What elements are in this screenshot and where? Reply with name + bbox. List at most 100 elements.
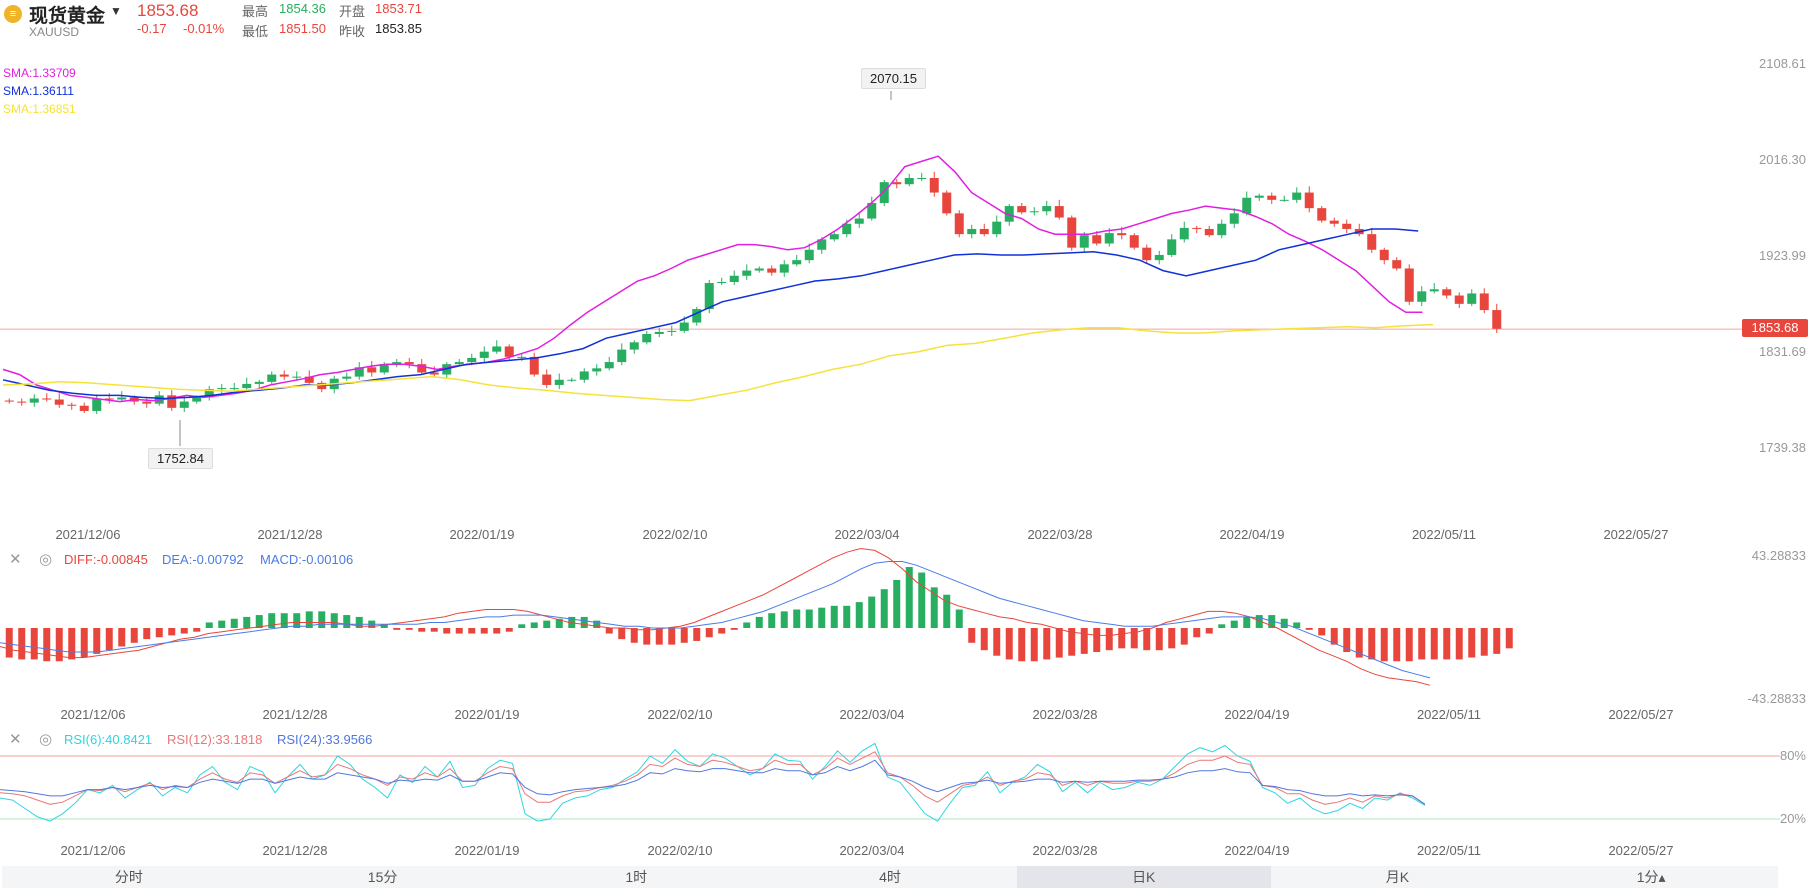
tab-4h[interactable]: 4时 <box>879 869 901 885</box>
macd-bar <box>1255 615 1263 628</box>
macd-bar <box>655 628 663 645</box>
sma-legend-3: SMA:1.36851 <box>3 102 76 116</box>
macd-bar <box>1143 628 1151 651</box>
macd-bar <box>1243 616 1251 628</box>
candle-body <box>804 249 814 261</box>
tab-1h[interactable]: 1时 <box>625 869 648 885</box>
macd-bar <box>1230 620 1238 628</box>
candle-body <box>717 281 727 284</box>
macd-bar <box>668 628 676 645</box>
candle-body <box>979 228 989 235</box>
low-label: 最低 <box>242 24 269 39</box>
x-tick-label: 2022/05/27 <box>1608 843 1673 858</box>
macd-bar <box>1093 628 1101 653</box>
candle-body <box>1492 310 1502 329</box>
candle-body <box>242 383 252 389</box>
candle-body <box>317 382 327 390</box>
candle-body <box>1442 289 1452 296</box>
instrument-title[interactable]: 现货黄金 <box>29 6 106 27</box>
rsi-line <box>0 759 1426 805</box>
candle-body <box>1217 223 1227 236</box>
candle-body <box>654 331 664 334</box>
macd-bar <box>1355 628 1363 658</box>
open-value: 1853.71 <box>375 1 422 16</box>
macd-bar <box>1180 628 1188 645</box>
candle-body <box>267 374 277 382</box>
macd-bar <box>155 628 163 638</box>
candle-body <box>217 388 227 390</box>
close-icon[interactable]: ✕ <box>9 731 22 748</box>
tab-time[interactable]: 分时 <box>114 869 143 885</box>
macd-bar <box>643 628 651 645</box>
x-tick-label: 2022/04/19 <box>1224 843 1289 858</box>
macd-bar <box>55 628 63 662</box>
candle-body <box>617 349 627 363</box>
macd-bar <box>1443 628 1451 660</box>
macd-dea-legend: DEA:-0.00792 <box>162 552 244 567</box>
macd-bar <box>955 609 963 628</box>
macd-bar <box>793 609 801 628</box>
candle-body <box>529 356 539 375</box>
macd-bar <box>1405 628 1413 662</box>
macd-bar <box>930 587 938 628</box>
tab-monthly[interactable]: 月K <box>1385 869 1410 885</box>
candle-body <box>579 371 589 380</box>
tab-15min[interactable]: 15分 <box>367 869 398 885</box>
candle-body <box>504 346 514 357</box>
macd-bar <box>1318 628 1326 636</box>
macd-bar <box>1018 628 1026 662</box>
x-tick-label: 2022/05/11 <box>1417 707 1481 722</box>
macd-bar <box>1130 628 1138 649</box>
macd-bar <box>1418 628 1426 660</box>
macd-bar <box>393 628 401 630</box>
close-icon[interactable]: ✕ <box>9 551 22 568</box>
macd-bar <box>1493 628 1501 654</box>
x-tick-label: 2022/04/19 <box>1224 707 1289 722</box>
x-tick-label: 2022/05/11 <box>1412 527 1476 542</box>
candle-body <box>117 397 127 400</box>
macd-bar <box>630 628 638 643</box>
macd-bar <box>118 628 126 647</box>
high-label: 最高 <box>242 4 269 19</box>
macd-bar <box>518 624 526 628</box>
diff-line <box>0 547 1431 686</box>
macd-bar <box>243 616 251 628</box>
macd-bar <box>1068 628 1076 656</box>
candle-body <box>417 364 427 373</box>
candle-body <box>1379 249 1389 261</box>
candle-body <box>29 398 39 403</box>
candle-body <box>142 401 152 404</box>
candle-body <box>742 270 752 276</box>
macd-bar <box>880 589 888 628</box>
rsi-y-tick-label: 20% <box>1780 811 1806 826</box>
settings-icon[interactable]: ◎ <box>39 731 53 748</box>
x-tick-label: 2021/12/28 <box>262 843 327 858</box>
candle-body <box>779 264 789 273</box>
macd-bar <box>980 628 988 651</box>
settings-icon[interactable]: ◎ <box>39 551 53 568</box>
tab-1min[interactable]: 1分▴ <box>1636 869 1666 885</box>
macd-bar <box>605 628 613 634</box>
candle-body <box>79 405 89 411</box>
candle-body <box>1017 206 1027 213</box>
x-tick-label: 2022/01/19 <box>454 843 519 858</box>
candle-body <box>554 379 564 385</box>
macd-bar <box>180 628 188 634</box>
rsi-line <box>0 742 1426 822</box>
x-tick-label: 2022/02/10 <box>647 707 712 722</box>
macd-bar <box>805 609 813 628</box>
x-tick-label: 2022/03/28 <box>1032 843 1097 858</box>
candle-body <box>692 309 702 323</box>
low-value: 1851.50 <box>279 21 326 36</box>
macd-bar <box>1430 628 1438 660</box>
sma1-line <box>2 155 1423 403</box>
macd-bar <box>555 618 563 628</box>
candle-body <box>17 401 27 403</box>
chevron-down-icon[interactable]: ▼ <box>110 4 122 18</box>
macd-bar <box>355 616 363 628</box>
macd-bar <box>130 628 138 643</box>
macd-bar <box>730 628 738 630</box>
macd-bar <box>293 613 301 628</box>
tab-daily[interactable]: 日K <box>1016 866 1271 888</box>
